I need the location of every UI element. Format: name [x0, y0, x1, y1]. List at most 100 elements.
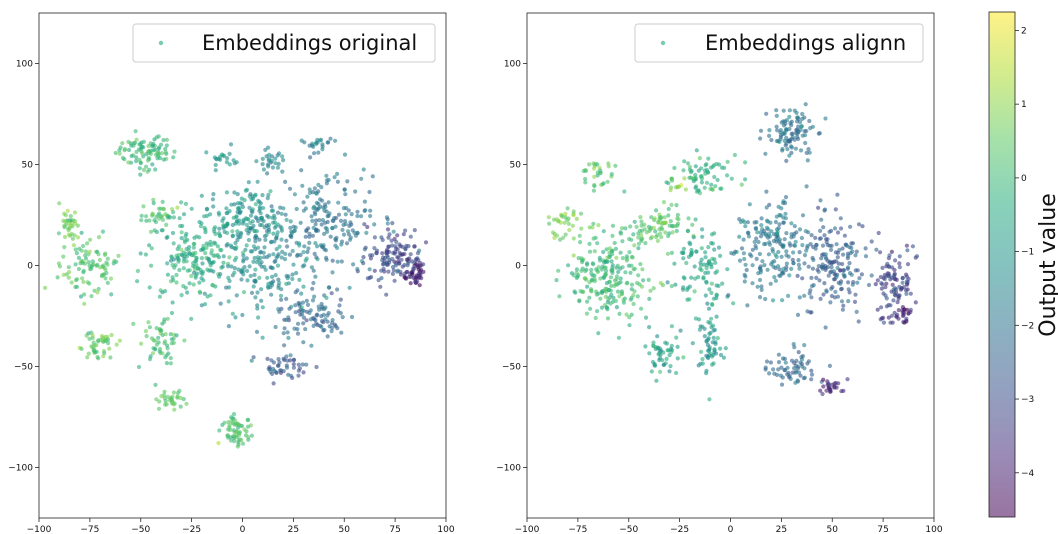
scatter-point — [609, 283, 614, 288]
scatter-point — [704, 180, 710, 185]
scatter-point — [297, 241, 302, 246]
scatter-point — [296, 373, 301, 378]
scatter-point — [160, 151, 165, 156]
scatter-point — [613, 246, 619, 251]
scatter-point — [109, 292, 114, 297]
scatter-point — [96, 286, 101, 292]
scatter-point — [328, 136, 333, 141]
scatter-point — [129, 153, 134, 159]
scatter-point — [780, 243, 785, 248]
scatter-point — [83, 249, 88, 254]
scatter-point — [284, 217, 289, 222]
scatter-point — [319, 222, 324, 227]
scatter-point — [333, 224, 338, 229]
scatter-point — [763, 365, 768, 370]
scatter-point — [768, 360, 774, 365]
scatter-point — [846, 287, 851, 292]
scatter-point — [665, 251, 671, 256]
scatter-point — [209, 242, 214, 247]
scatter-point — [325, 229, 330, 234]
scatter-point — [697, 327, 703, 332]
scatter-point — [823, 325, 828, 330]
scatter-point — [224, 206, 229, 211]
scatter-point — [303, 258, 308, 263]
left-legend-label: Embeddings original — [202, 31, 417, 55]
scatter-point — [709, 325, 714, 330]
scatter-point — [153, 167, 158, 172]
scatter-point — [246, 417, 251, 422]
scatter-point — [681, 256, 686, 261]
scatter-point — [330, 258, 335, 263]
scatter-point — [254, 260, 259, 265]
scatter-point — [346, 208, 351, 213]
scatter-point — [689, 250, 694, 255]
scatter-point — [840, 246, 845, 251]
scatter-point — [148, 229, 154, 234]
scatter-point — [165, 343, 170, 348]
scatter-point — [137, 142, 142, 147]
scatter-point — [340, 315, 345, 320]
scatter-point — [604, 281, 610, 286]
scatter-point — [897, 254, 902, 259]
scatter-point — [262, 245, 267, 250]
scatter-point — [823, 264, 828, 269]
scatter-point — [235, 201, 240, 206]
scatter-point — [668, 188, 673, 193]
scatter-point — [668, 346, 674, 351]
scatter-point — [81, 270, 86, 275]
scatter-point — [764, 205, 769, 210]
scatter-point — [273, 156, 278, 161]
scatter-point — [349, 314, 355, 320]
scatter-point — [148, 354, 153, 359]
scatter-point — [171, 241, 176, 246]
x-tick-label: −50 — [619, 525, 638, 534]
scatter-point — [790, 257, 795, 262]
scatter-point — [684, 260, 689, 266]
scatter-point — [680, 287, 686, 292]
scatter-point — [706, 261, 711, 266]
scatter-point — [783, 360, 788, 365]
scatter-point — [565, 206, 570, 211]
scatter-point — [704, 353, 709, 358]
scatter-point — [607, 250, 612, 256]
scatter-point — [762, 263, 767, 268]
scatter-point — [669, 324, 675, 329]
scatter-point — [355, 213, 360, 219]
scatter-point — [764, 111, 769, 116]
scatter-point — [818, 296, 823, 301]
scatter-point — [230, 229, 235, 234]
scatter-point — [613, 163, 618, 168]
scatter-point — [189, 273, 194, 279]
scatter-point — [390, 243, 395, 248]
scatter-point — [610, 233, 615, 238]
scatter-point — [131, 141, 137, 146]
scatter-point — [386, 235, 391, 240]
scatter-point — [349, 212, 354, 217]
scatter-point — [636, 246, 641, 251]
scatter-point — [691, 235, 696, 240]
y-tick-label: 100 — [504, 60, 521, 70]
scatter-point — [153, 147, 158, 152]
scatter-point — [574, 216, 579, 221]
scatter-point — [232, 266, 237, 271]
scatter-point — [791, 250, 796, 255]
scatter-point — [166, 351, 171, 356]
scatter-point — [71, 243, 76, 248]
scatter-point — [747, 202, 752, 207]
scatter-point — [222, 229, 227, 234]
scatter-point — [848, 224, 853, 229]
scatter-point — [692, 264, 697, 269]
scatter-point — [762, 229, 767, 234]
scatter-point — [343, 192, 348, 197]
scatter-point — [395, 268, 401, 273]
scatter-point — [693, 172, 698, 178]
scatter-point — [643, 315, 649, 320]
scatter-point — [584, 311, 590, 316]
scatter-point — [303, 327, 308, 332]
scatter-point — [574, 275, 579, 280]
scatter-point — [301, 208, 306, 213]
scatter-point — [304, 298, 309, 303]
scatter-point — [778, 133, 784, 138]
scatter-point — [194, 234, 199, 239]
